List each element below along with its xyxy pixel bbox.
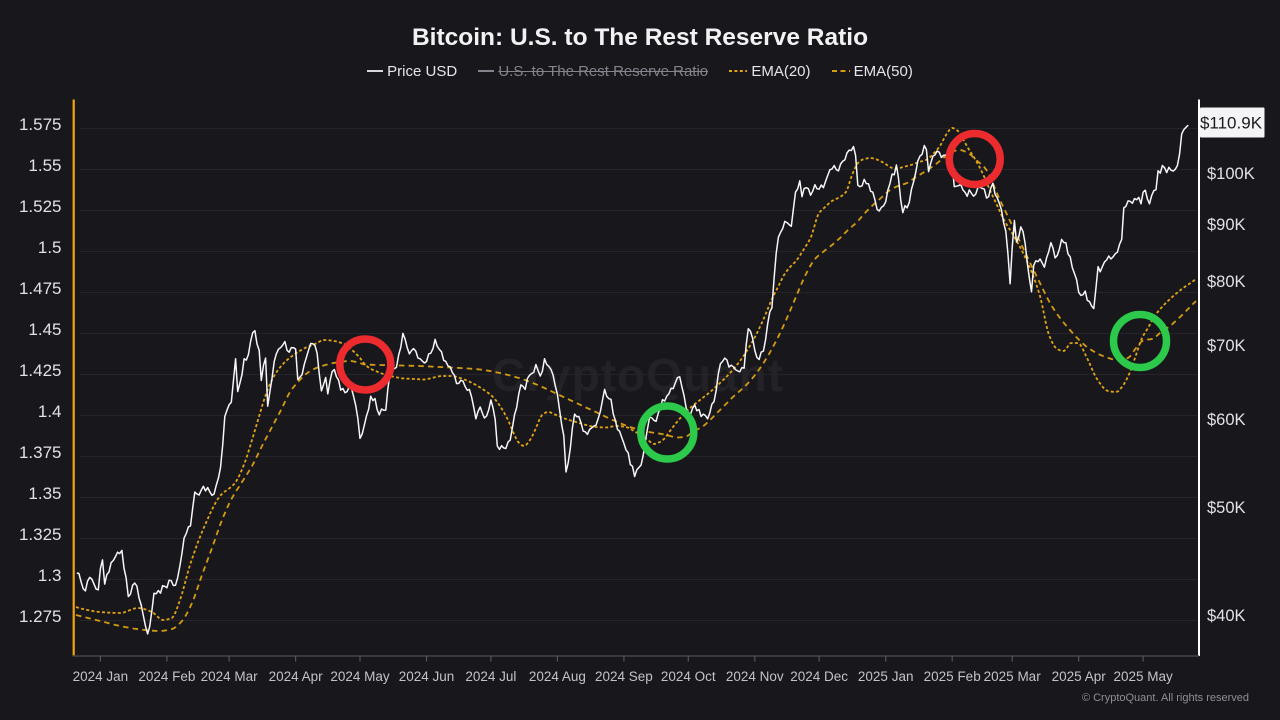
- svg-text:$110.9K: $110.9K: [1200, 114, 1263, 133]
